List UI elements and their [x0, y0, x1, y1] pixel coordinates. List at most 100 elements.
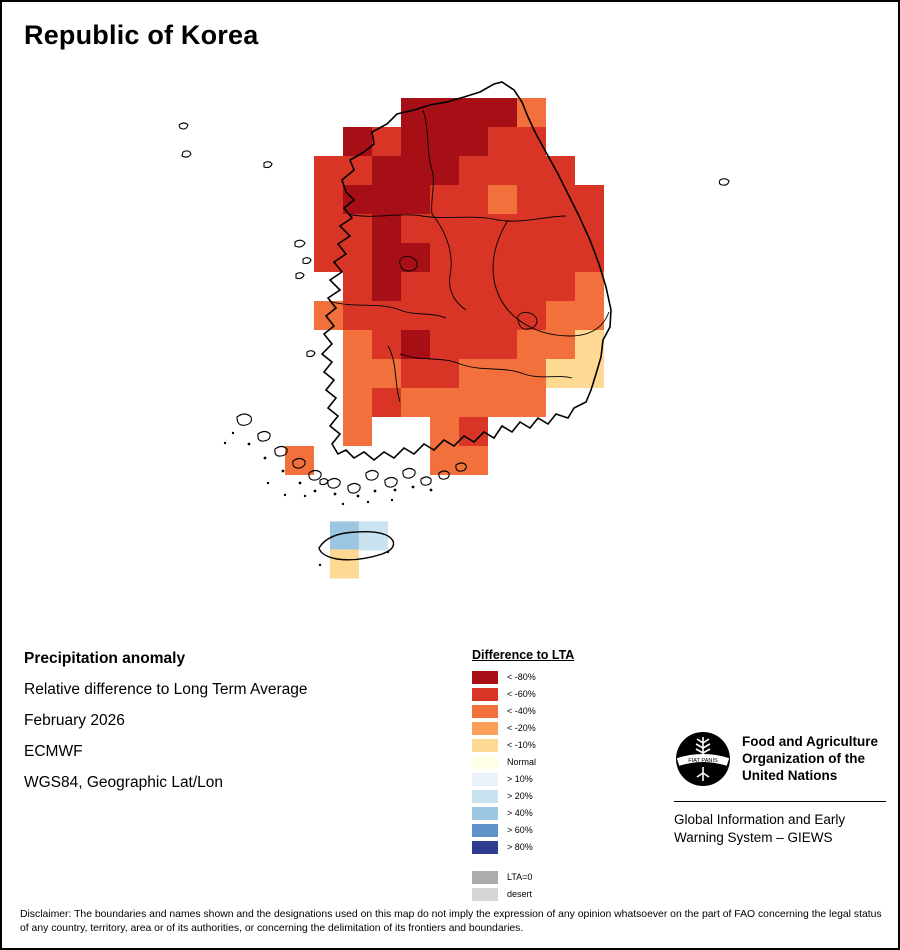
- anomaly-cell-lt40: [488, 185, 517, 214]
- legend-swatch-lt80: [472, 671, 498, 684]
- province-boundaries: [331, 109, 610, 403]
- anomaly-cell-lt40: [517, 330, 546, 359]
- legend-item-desert: desert: [472, 886, 574, 903]
- info-line: February 2026: [24, 712, 125, 729]
- legend-swatch-desert: [472, 888, 498, 901]
- province-boundary: [387, 345, 401, 403]
- legend-item-gt60: > 60%: [472, 822, 574, 839]
- anomaly-cell-lt40: [343, 417, 372, 446]
- legend-label: > 10%: [507, 774, 533, 784]
- legend-label: < -10%: [507, 740, 536, 750]
- legend-swatch-gt80: [472, 841, 498, 854]
- legend-swatch-normal: [472, 756, 498, 769]
- anomaly-cell-lt10: [575, 330, 604, 359]
- anomaly-cell-lt60: [575, 185, 604, 214]
- anomaly-cell-lt40: [459, 359, 488, 388]
- province-boundary: [399, 353, 573, 379]
- anomaly-cell-lt40: [430, 417, 459, 446]
- legend-label: < -40%: [507, 706, 536, 716]
- legend-swatch-gt60: [472, 824, 498, 837]
- anomaly-cell-lt60: [401, 301, 430, 330]
- anomaly-cell-lt80: [488, 98, 517, 127]
- legend-label: > 40%: [507, 808, 533, 818]
- anomaly-cell-lt40: [546, 330, 575, 359]
- anomaly-cell-lt60: [430, 272, 459, 301]
- mainland-outline: [320, 81, 612, 462]
- legend-item-lt20: < -20%: [472, 720, 574, 737]
- anomaly-cell-lt80: [401, 330, 430, 359]
- anomaly-cell-lt60: [372, 388, 401, 417]
- anomaly-cell-lt10: [329, 549, 359, 579]
- anomaly-cell-lt80: [430, 127, 459, 156]
- anomaly-cell-lt60: [517, 185, 546, 214]
- info-line: ECMWF: [24, 743, 83, 760]
- anomaly-cell-lt60: [343, 243, 372, 272]
- legend-item-gt40: > 40%: [472, 805, 574, 822]
- anomaly-cell-lt60: [372, 127, 401, 156]
- legend-swatch-lt20: [472, 722, 498, 735]
- legend-item-gt10: > 10%: [472, 771, 574, 788]
- anomaly-cell-lt80: [343, 185, 372, 214]
- legend-label: < -20%: [507, 723, 536, 733]
- anomaly-cell-lt60: [517, 272, 546, 301]
- anomaly-cell-lt80: [343, 127, 372, 156]
- anomaly-cell-lt60: [488, 156, 517, 185]
- anomaly-cell-lt80: [459, 127, 488, 156]
- page-title: Republic of Korea: [24, 20, 259, 50]
- anomaly-cell-lt40: [401, 388, 430, 417]
- anomaly-cell-lt60: [459, 301, 488, 330]
- wheat-ear-icon: [695, 737, 711, 781]
- legend-swatch-gt40: [472, 807, 498, 820]
- anomaly-cell-lt60: [430, 359, 459, 388]
- legend-item-lt60: < -60%: [472, 686, 574, 703]
- anomaly-cell-lt80: [401, 156, 430, 185]
- legend-label: LTA=0: [507, 872, 533, 882]
- info-lines: Relative difference to Long Term Average…: [24, 681, 308, 792]
- legend-item-lt10: < -10%: [472, 737, 574, 754]
- legend-label: < -80%: [507, 672, 536, 682]
- legend-swatch-gt10: [472, 773, 498, 786]
- province-boundary: [492, 219, 610, 337]
- anomaly-cell-lt60: [343, 272, 372, 301]
- anomaly-cell-lt60: [314, 185, 343, 214]
- anomaly-cell-lt60: [430, 214, 459, 243]
- anomaly-cell-lt40: [285, 446, 314, 475]
- info-line: Relative difference to Long Term Average: [24, 681, 308, 698]
- legend-swatch-lt10: [472, 739, 498, 752]
- legend-title: Difference to LTA: [472, 648, 575, 662]
- anomaly-cell-lt40: [546, 301, 575, 330]
- jeju-island-outline: [318, 531, 395, 561]
- legend-item-lta0: LTA=0: [472, 869, 574, 886]
- province-boundary: [422, 109, 434, 215]
- legend-item-gt80: > 80%: [472, 839, 574, 856]
- legend-item-gt20: > 20%: [472, 788, 574, 805]
- anomaly-cell-lt60: [459, 214, 488, 243]
- fao-org-name: Food and Agriculture Organization of the…: [742, 734, 878, 783]
- anomaly-cell-lt80: [372, 185, 401, 214]
- anomaly-cell-lt60: [459, 330, 488, 359]
- anomaly-cell-lt60: [430, 330, 459, 359]
- anomaly-cell-lt60: [517, 243, 546, 272]
- legend-swatch-lt60: [472, 688, 498, 701]
- anomaly-cell-lt60: [401, 272, 430, 301]
- anomaly-cell-lt60: [459, 272, 488, 301]
- anomaly-cell-lt60: [517, 127, 546, 156]
- anomaly-cell-gt20: [358, 521, 388, 551]
- anomaly-cell-lt60: [488, 301, 517, 330]
- legend-swatch-gt20: [472, 790, 498, 803]
- legend-special-items: LTA=0 desert: [472, 869, 574, 903]
- fao-divider: [674, 801, 886, 802]
- anomaly-cell-lt10: [546, 359, 575, 388]
- legend-item-lt80: < -80%: [472, 669, 574, 686]
- coastline: [178, 81, 730, 567]
- province-boundary: [431, 213, 467, 311]
- legend-label: > 60%: [507, 825, 533, 835]
- anomaly-cell-lt40: [517, 388, 546, 417]
- city-enclave-boundary: [517, 311, 538, 330]
- info-heading: Precipitation anomaly: [24, 650, 186, 667]
- legend-label: < -60%: [507, 689, 536, 699]
- islet-specks: [223, 431, 433, 567]
- anomaly-cell-lt60: [488, 214, 517, 243]
- legend-item-lt40: < -40%: [472, 703, 574, 720]
- anomaly-cell-lt40: [430, 446, 459, 475]
